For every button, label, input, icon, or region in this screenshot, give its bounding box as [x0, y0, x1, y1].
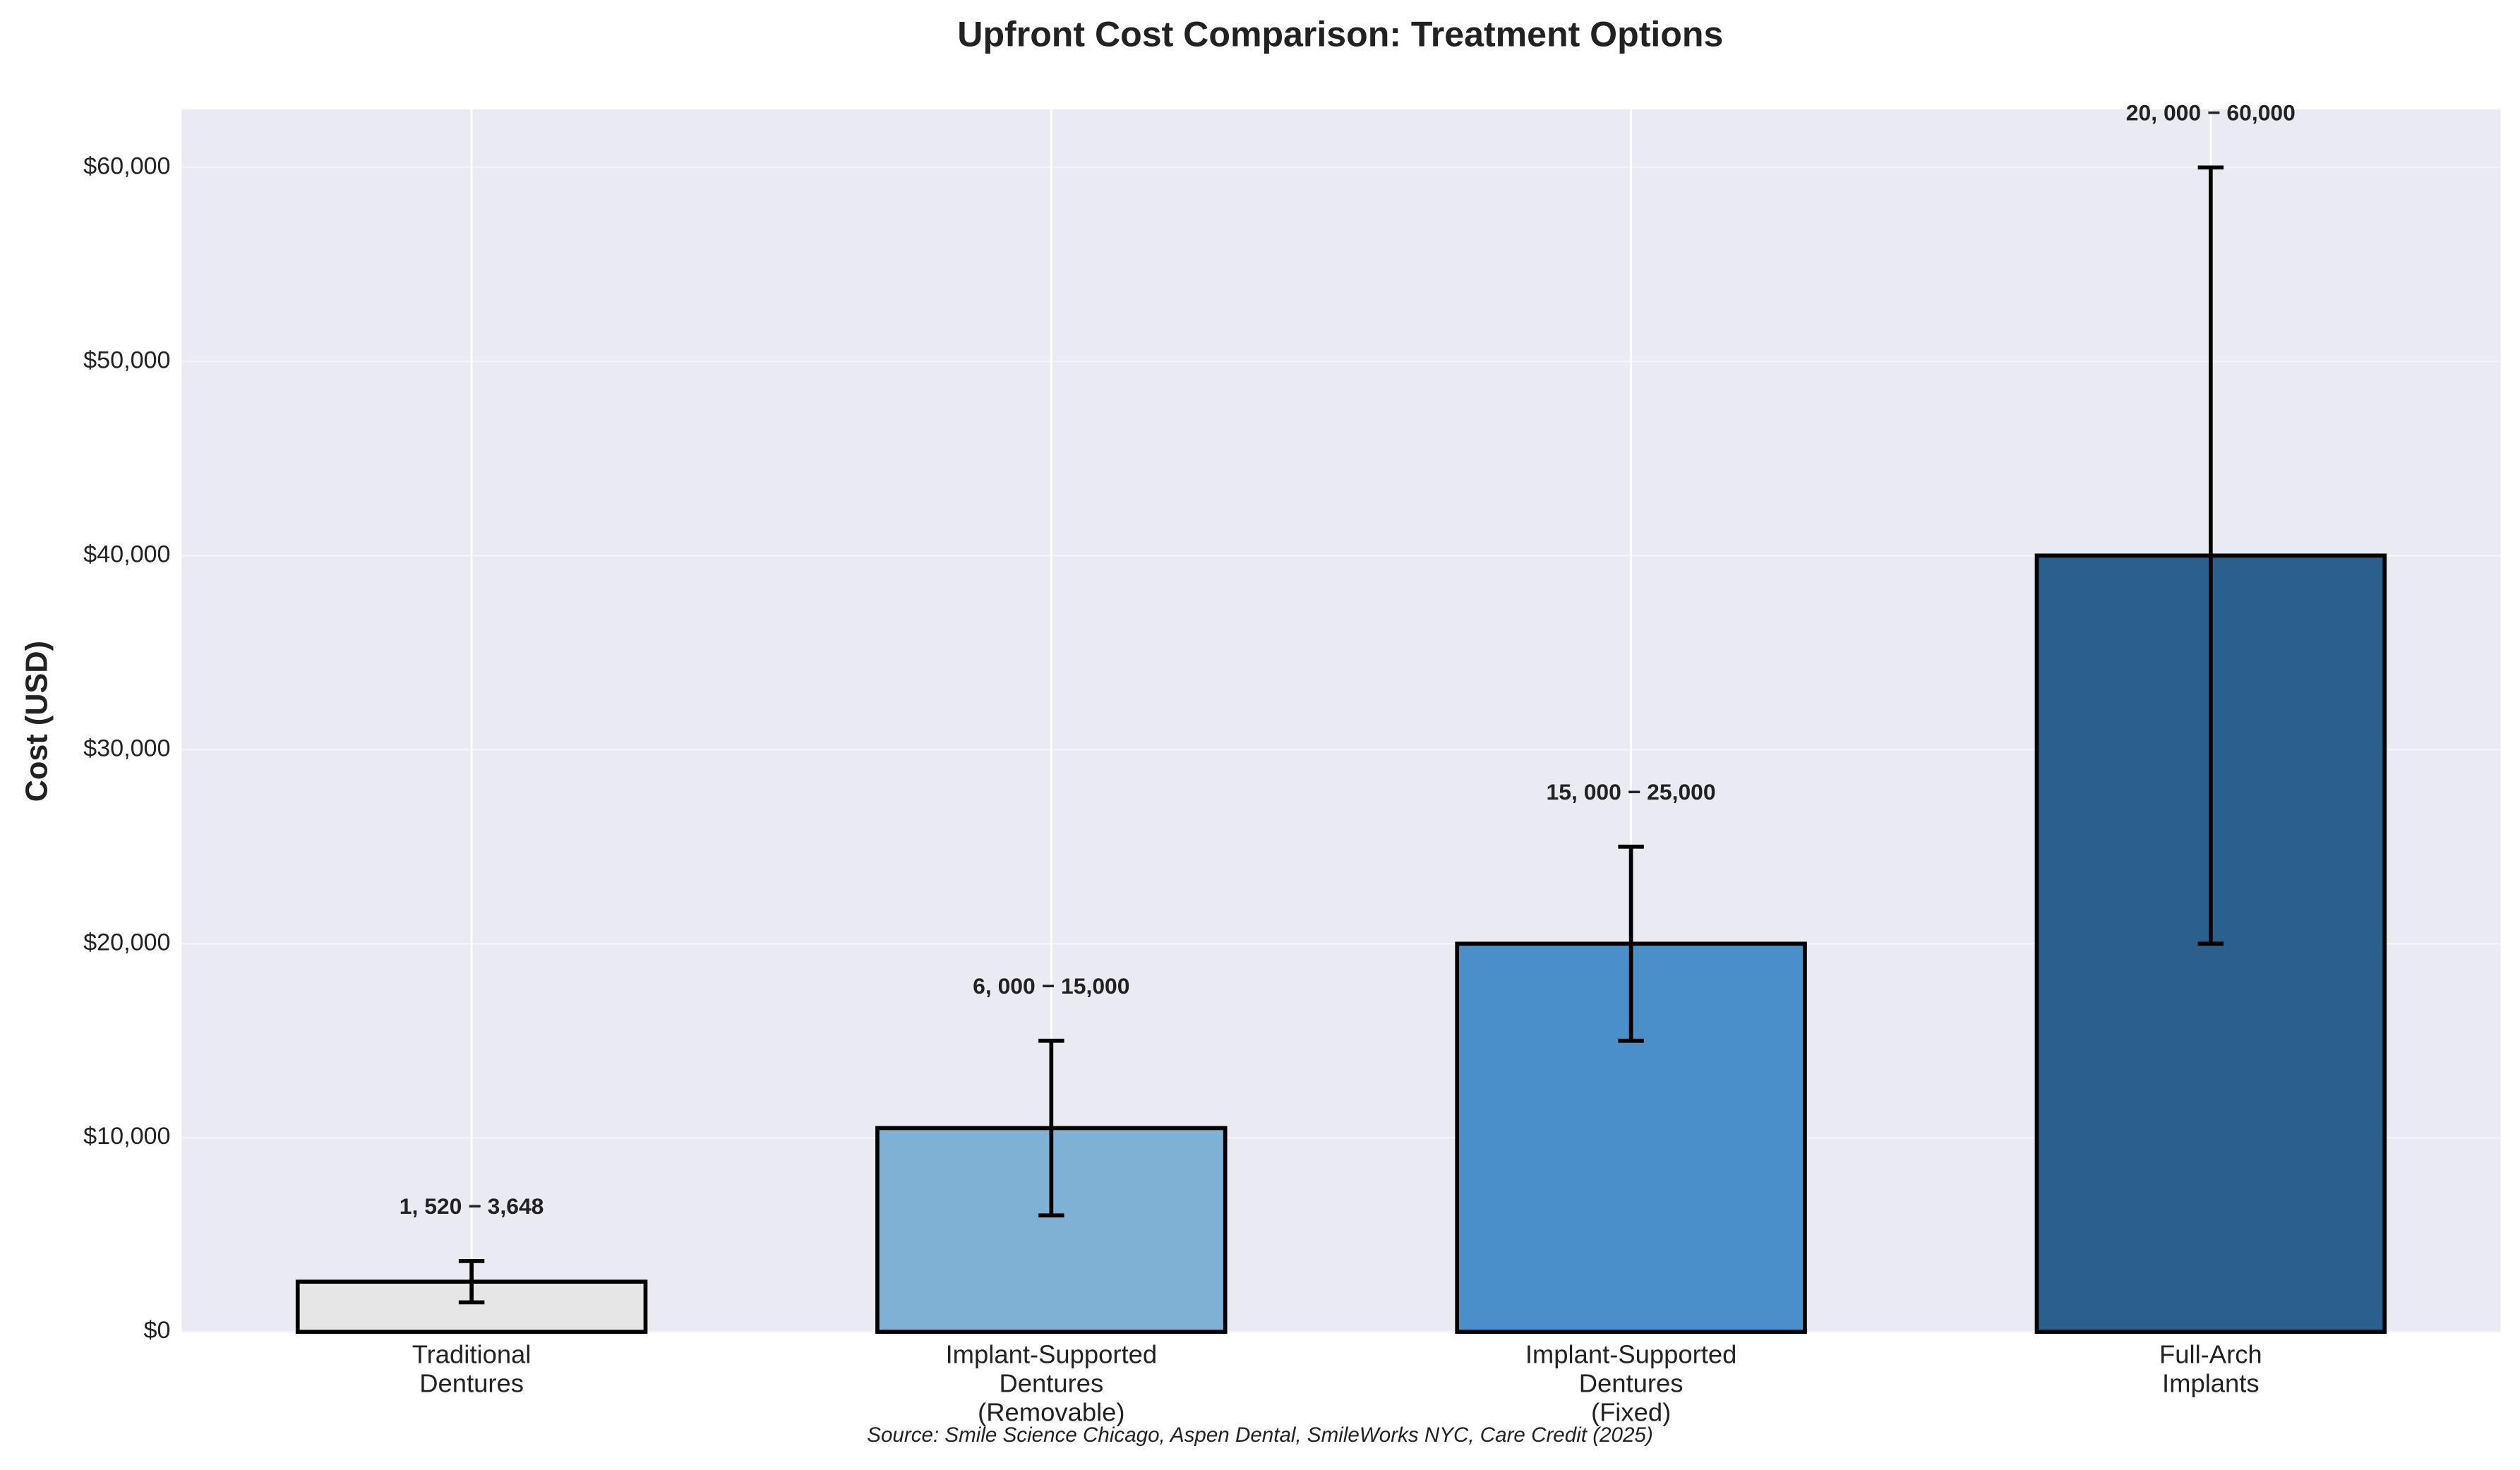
source-note: Source: Smile Science Chicago, Aspen Den… — [867, 1423, 1652, 1447]
y-tick-label: $20,000 — [83, 929, 170, 956]
x-tick-label-line: Implant-Supported — [946, 1339, 1158, 1368]
x-tick-label-line: Traditional — [412, 1339, 532, 1368]
x-tick-label: Implant-Supported Dentures (Removable) — [946, 1339, 1158, 1426]
y-tick-label: $10,000 — [83, 1123, 170, 1150]
x-tick-label-line: (Removable) — [978, 1397, 1124, 1426]
y-tick-label: $60,000 — [83, 152, 170, 179]
x-tick-label-line: Implant-Supported — [1525, 1339, 1737, 1368]
x-tick-label-line: Dentures — [999, 1368, 1103, 1397]
x-tick-label-line: Implants — [2162, 1368, 2260, 1397]
x-tick-label-line: Dentures — [1579, 1368, 1684, 1397]
error-bar — [1038, 1038, 1064, 1218]
x-tick-label: Implant-Supported Dentures (Fixed) — [1525, 1339, 1737, 1426]
y-tick-label: $0 — [144, 1317, 171, 1344]
x-tick-label: Traditional Dentures — [412, 1339, 532, 1397]
range-label: 1, 520 − 3,648 — [400, 1193, 544, 1219]
range-label: 20, 000 − 60,000 — [2126, 100, 2296, 126]
range-label: 15, 000 − 25,000 — [1547, 779, 1716, 805]
bar — [295, 1279, 648, 1335]
error-bar — [458, 1259, 485, 1305]
x-tick-label-line: Dentures — [419, 1368, 524, 1397]
y-tick-label: $50,000 — [83, 347, 170, 373]
range-label: 6, 000 − 15,000 — [973, 973, 1129, 999]
x-tick-label: Full-Arch Implants — [2159, 1339, 2262, 1397]
error-bar — [1618, 844, 1644, 1043]
error-bar — [2197, 165, 2224, 946]
y-axis-label: Cost (USD) — [20, 641, 54, 802]
chart-title: Upfront Cost Comparison: Treatment Optio… — [957, 15, 1723, 54]
x-tick-label-line: Full-Arch — [2159, 1339, 2262, 1368]
x-tick-label-line: (Fixed) — [1591, 1397, 1671, 1426]
y-tick-label: $40,000 — [83, 541, 170, 567]
y-tick-label: $30,000 — [83, 735, 170, 761]
